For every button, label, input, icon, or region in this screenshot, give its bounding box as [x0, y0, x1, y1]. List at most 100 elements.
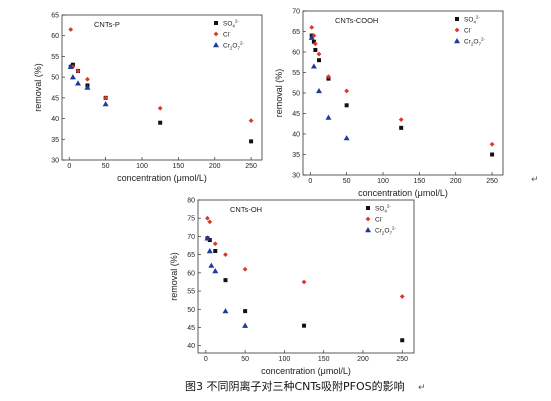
y-axis-title: removal (%) [33, 63, 43, 112]
data-point-cl [207, 219, 213, 225]
data-point-cr2o7 [308, 34, 315, 40]
data-point-cr2o7 [69, 74, 76, 80]
y-tick-label: 70 [187, 234, 195, 241]
x-tick-label: 200 [209, 163, 221, 170]
data-point-cr2o7 [67, 63, 74, 69]
y-tick-label: 50 [187, 307, 195, 314]
y-tick-label: 50 [51, 75, 59, 82]
x-tick-label: 100 [279, 356, 291, 363]
y-tick-label: 70 [292, 9, 300, 16]
data-point-cl [212, 241, 218, 247]
data-point-cr2o7 [208, 262, 215, 268]
legend-marker-cl [365, 216, 371, 222]
legend-label-cr2o7: Cr2O72- [375, 226, 396, 236]
legend-label-cl: Cl- [464, 26, 472, 35]
legend-marker-so4 [455, 17, 459, 21]
data-point-so4 [344, 103, 349, 108]
x-tick-label: 200 [450, 178, 462, 185]
x-tick-label: 0 [308, 178, 312, 185]
y-tick-label: 60 [51, 33, 59, 40]
data-point-cl [248, 118, 254, 124]
x-tick-label: 250 [486, 178, 498, 185]
data-point-cl [309, 25, 315, 30]
caption-text: 图3 不同阴离子对三种CNTs吸附PFOS的影响 [185, 379, 405, 393]
x-axis-title: concentration (μmol/L) [117, 173, 207, 183]
data-point-so4 [243, 309, 248, 314]
legend-label-cl: Cl- [375, 215, 383, 224]
return-mark-icon: ↵ [418, 383, 426, 393]
data-point-cl [223, 252, 228, 258]
data-point-so4 [249, 139, 254, 144]
x-tick-label: 150 [414, 178, 426, 185]
legend-marker-cl [454, 27, 460, 33]
data-point-cl [301, 279, 307, 285]
data-point-so4 [158, 120, 163, 125]
data-point-cl [344, 88, 350, 94]
legend-label-so4: SO42- [464, 15, 480, 25]
legend-label-cl: Cl- [223, 30, 231, 39]
x-tick-label: 150 [173, 163, 185, 170]
data-point-cr2o7 [212, 268, 219, 274]
chart-cnts-oh: 0 50 100 150 200 250 40 45 50 55 60 65 70 75 80 concent… [169, 198, 415, 376]
data-point-cl [68, 27, 74, 32]
legend-label-so4: SO42- [375, 204, 391, 214]
legend-marker-cr2o7 [365, 227, 371, 233]
y-tick-label: 30 [51, 158, 59, 165]
data-point-cl [103, 95, 109, 101]
x-tick-label: 50 [241, 356, 249, 363]
y-tick-label: 45 [51, 95, 59, 102]
figure-caption: 图3 不同阴离子对三种CNTs吸附PFOS的影响 ↵ ↵ [185, 175, 539, 393]
data-point-cr2o7 [325, 114, 332, 120]
data-point-cl [326, 74, 331, 79]
data-point-cr2o7 [343, 135, 350, 141]
x-tick-label: 100 [136, 163, 148, 170]
plot-frame [197, 199, 415, 354]
legend-marker-cr2o7 [454, 38, 460, 44]
x-tick-label: 150 [318, 356, 330, 363]
data-point-cl [75, 68, 81, 74]
data-point-cl [70, 64, 76, 70]
data-point-cl [399, 294, 405, 299]
x-tick-label: 100 [377, 178, 389, 185]
data-point-so4 [490, 152, 495, 157]
y-tick-label: 55 [51, 54, 59, 61]
chart-cnts-p: 0 50 100 150 200 250 30 35 40 45 50 55 60 65 concentra… [33, 13, 263, 183]
y-tick-label: 30 [292, 173, 300, 180]
legend-marker-cl [213, 31, 219, 37]
legend-marker-so4 [366, 206, 370, 210]
data-point-cr2o7 [102, 101, 109, 107]
data-point-cl [205, 215, 210, 221]
x-tick-label: 200 [357, 356, 369, 363]
data-point-so4 [311, 39, 316, 44]
data-point-so4 [213, 249, 218, 253]
x-axis-title: concentration (μmol/L) [261, 366, 351, 376]
data-point-cl [242, 266, 248, 272]
legend-label-so4: SO42- [223, 19, 239, 29]
data-point-cr2o7 [310, 63, 317, 69]
panel-label: CNTs-COOH [335, 16, 378, 25]
x-tick-label: 250 [245, 163, 257, 170]
x-tick-label: 50 [102, 163, 110, 170]
legend-marker-so4 [214, 21, 218, 25]
y-tick-label: 35 [51, 137, 59, 144]
chart-cnts-cooh: 0 50 100 150 200 250 30 35 40 45 50 55 60 65 70 concent… [274, 9, 504, 198]
y-tick-label: 55 [292, 70, 300, 77]
x-tick-label: 0 [67, 163, 71, 170]
y-tick-label: 65 [187, 252, 195, 259]
data-point-cl [157, 105, 163, 111]
data-point-cr2o7 [222, 308, 229, 314]
x-tick-label: 50 [343, 178, 351, 185]
data-point-cr2o7 [75, 80, 81, 86]
x-axis-title: concentration (μmol/L) [358, 188, 448, 198]
data-point-so4 [317, 58, 321, 63]
panel-label: CNTs-OH [230, 205, 262, 214]
return-mark-icon: ↵ [531, 175, 539, 185]
y-tick-label: 45 [187, 325, 195, 332]
data-point-so4 [313, 47, 318, 52]
y-tick-label: 55 [187, 289, 195, 296]
plot-frame [61, 14, 263, 161]
panel-label: CNTs-P [94, 20, 120, 29]
data-point-so4 [302, 323, 307, 328]
data-point-cl [316, 51, 322, 57]
